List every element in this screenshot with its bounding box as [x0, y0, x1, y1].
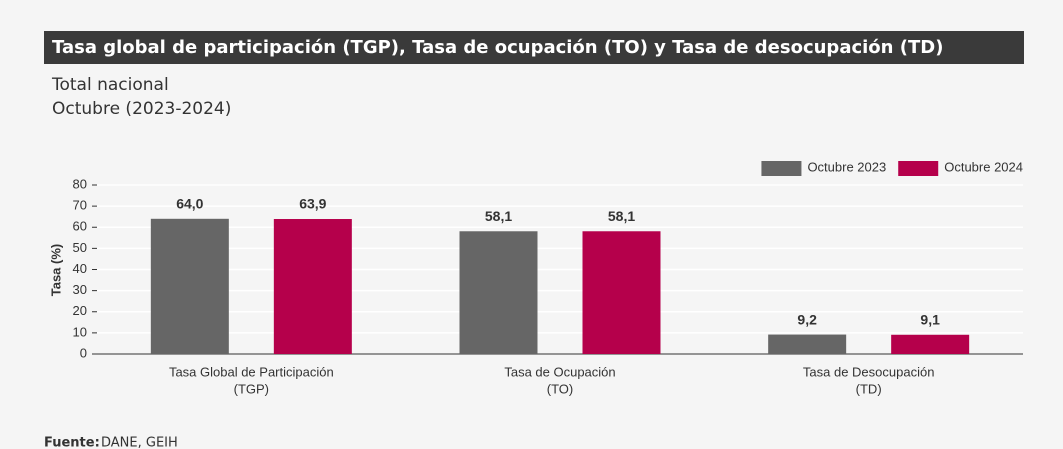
y-tick-label: 40 — [73, 261, 87, 276]
legend-label: Octubre 2024 — [944, 159, 1023, 174]
x-tick-label: Tasa de Ocupación — [504, 364, 615, 379]
bar — [582, 231, 661, 354]
legend-swatch — [898, 161, 939, 176]
value-label: 64,0 — [176, 196, 203, 212]
y-tick-label: 20 — [73, 303, 87, 318]
x-tick-label: (TO) — [547, 381, 573, 396]
y-tick-label: 80 — [73, 176, 87, 191]
bar — [150, 218, 229, 354]
chart-title: Tasa global de participación (TGP), Tasa… — [52, 37, 943, 58]
bar — [273, 219, 352, 354]
y-axis-title: Tasa (%) — [48, 244, 63, 297]
source-label: Fuente: — [44, 436, 100, 449]
value-label: 58,1 — [485, 208, 512, 224]
title-bar — [44, 31, 1024, 64]
subtitle: Total nacional — [51, 75, 169, 95]
bar — [891, 334, 970, 354]
source: DANE, GEIH — [101, 436, 178, 449]
x-tick-label: Tasa de Desocupación — [803, 364, 935, 379]
value-label: 58,1 — [608, 208, 635, 224]
y-tick-label: 60 — [73, 219, 87, 234]
x-tick-label: (TGP) — [234, 381, 269, 396]
legend-label: Octubre 2023 — [807, 159, 886, 174]
y-tick-label: 0 — [80, 345, 87, 360]
bar — [459, 231, 538, 354]
x-tick-label: (TD) — [856, 381, 882, 396]
legend-swatch — [761, 161, 802, 176]
y-tick-label: 10 — [73, 324, 87, 339]
x-tick-label: Tasa Global de Participación — [169, 364, 334, 379]
y-tick-label: 70 — [73, 198, 87, 213]
value-label: 9,2 — [797, 311, 817, 327]
y-tick-label: 30 — [73, 282, 87, 297]
bar — [768, 334, 847, 354]
subtitle: Octubre (2023-2024) — [52, 99, 231, 119]
y-tick-label: 50 — [73, 240, 87, 255]
value-label: 63,9 — [299, 196, 326, 212]
value-label: 9,1 — [920, 311, 940, 327]
